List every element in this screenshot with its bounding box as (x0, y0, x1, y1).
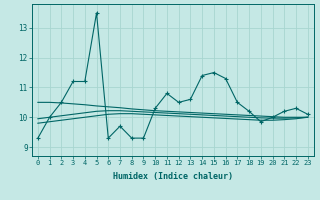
X-axis label: Humidex (Indice chaleur): Humidex (Indice chaleur) (113, 172, 233, 181)
